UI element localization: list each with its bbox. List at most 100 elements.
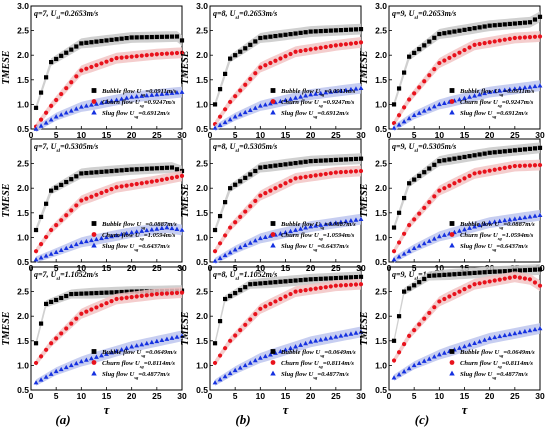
data-point [343,42,348,47]
data-point [323,276,328,281]
data-point [258,306,263,311]
data-point [308,174,313,179]
data-point [223,200,228,205]
data-point [537,162,543,168]
data-point [119,55,124,60]
data-point [217,255,223,260]
data-point [73,241,79,247]
subscript: sg [498,92,504,97]
data-point [159,225,165,231]
text-run: Churn flow [460,232,493,239]
data-point [492,278,497,283]
legend-marker [270,99,276,104]
data-point [412,283,417,288]
data-point [293,95,298,100]
data-point [532,326,538,332]
data-point [114,296,119,302]
data-point [109,98,114,103]
data-point [308,224,314,229]
text-run: =1.0594m/s [502,232,534,239]
data-point [467,154,472,159]
data-point [109,298,114,304]
data-point [164,291,169,296]
data-point [78,239,84,245]
data-point [94,305,99,310]
data-point [164,176,169,181]
data-point [497,38,502,43]
data-point [396,86,402,91]
data-point [532,280,538,285]
data-point [421,108,427,113]
legend-marker [91,370,97,376]
data-point [527,277,533,282]
data-point [452,272,457,277]
subscript: sg [318,236,324,241]
data-point [487,150,492,155]
data-point [512,330,518,336]
data-point [84,170,89,176]
data-point [522,163,528,168]
data-point [243,82,248,87]
data-point [313,29,318,34]
data-point [447,157,452,162]
data-point [432,194,437,199]
data-point [79,311,84,316]
subscript: sl [413,15,418,21]
legend-label: Bubble flow Usg=0.0911m/s [101,88,177,97]
x-tick-label: 25 [152,263,162,273]
data-point [507,217,513,222]
data-point [248,76,253,82]
data-point [422,205,427,210]
x-tick-label: 5 [233,391,238,401]
text-run: U [136,221,142,228]
panel-title: q=7, Usl=1.1052m/s [34,270,98,282]
data-point [358,329,364,334]
data-point [54,336,59,341]
text-run: U [487,243,493,250]
data-point [343,169,348,174]
data-point [54,97,59,103]
data-point [179,333,185,338]
data-point [104,234,109,240]
data-point [149,92,155,97]
data-point [149,34,154,40]
data-point [257,355,263,360]
data-point [323,171,328,177]
data-point [303,159,308,164]
legend-label: Churn flow Usg=1.0594m/s [281,232,355,241]
data-point [278,56,283,61]
data-point [174,290,180,295]
data-point [396,314,402,319]
x-tick-label: 10 [435,391,445,401]
legend-label: Churn flow Usg=0.8114m/s [460,360,533,369]
data-point [298,48,303,54]
subscript: sg [318,103,324,108]
data-point [248,42,253,47]
legend-label: Bubble flow Usg=0.0887m/s [280,221,356,230]
data-point [426,356,432,361]
data-point [228,99,233,105]
data-point [323,44,328,50]
data-point [59,331,64,336]
x-tick-label: 0 [29,130,34,140]
data-point [119,231,125,237]
data-point [318,276,323,281]
subscript: sg [133,375,139,380]
data-point [293,176,298,181]
y-tick-label: 1.0 [196,232,208,242]
data-point [64,213,69,218]
data-point [104,290,109,295]
text-run: U [230,142,237,151]
data-point [416,110,422,115]
data-point [278,231,283,236]
x-tick-label: 10 [256,130,266,140]
data-point [144,227,150,233]
data-point [257,235,263,241]
data-point [33,341,39,346]
legend-label: Bubble flow Usg=0.0649m/s [101,349,177,358]
data-point [79,171,84,176]
data-point [432,273,437,278]
data-point [412,50,417,56]
